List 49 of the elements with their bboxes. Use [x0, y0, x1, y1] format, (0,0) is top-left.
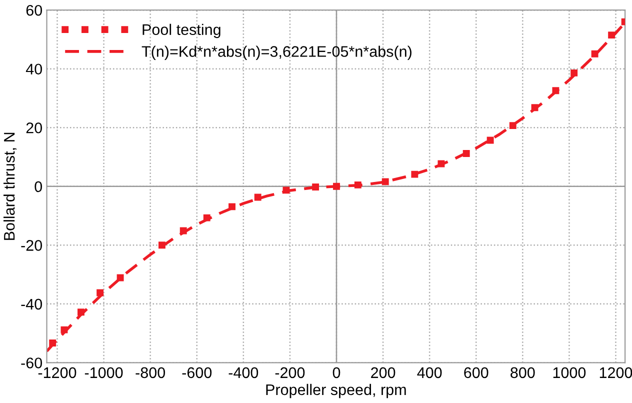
point — [333, 182, 340, 190]
y-tick-label: 40 — [26, 64, 42, 75]
point — [411, 170, 418, 178]
x-tick-label: 1200 — [600, 367, 632, 378]
point — [228, 203, 236, 210]
y-tick-label: -40 — [21, 298, 42, 310]
x-tick-label: -400 — [228, 367, 258, 378]
point — [531, 104, 538, 112]
point — [282, 186, 290, 194]
point — [158, 242, 166, 249]
x-tick-label: -200 — [275, 367, 305, 378]
y-tick-label: -60 — [21, 358, 42, 368]
point — [462, 150, 470, 157]
x-tick-label: 1000 — [553, 367, 586, 378]
point — [78, 308, 84, 316]
y-tick-label: -20 — [21, 240, 42, 251]
point — [180, 227, 187, 234]
point — [382, 178, 389, 186]
point — [203, 214, 210, 222]
x-tick-label: 400 — [417, 367, 442, 378]
point — [591, 50, 598, 58]
legend-label: Pool testing — [142, 24, 220, 38]
x-tick-label: -800 — [136, 367, 166, 378]
x-tick-label: 800 — [510, 367, 535, 378]
point — [49, 340, 56, 346]
point — [570, 69, 578, 76]
x-axis-title: Propeller speed, rpm — [266, 384, 406, 398]
point — [486, 136, 494, 144]
x-tick-label: -600 — [182, 367, 212, 378]
legend-label: T(n)=Kd*n*abs(n)=3,6221E-05*n*abs(n) — [142, 46, 412, 60]
y-tick-label: 60 — [26, 4, 42, 16]
point — [96, 289, 104, 296]
point — [509, 122, 516, 130]
x-tick-label: -1000 — [84, 367, 123, 378]
x-tick-label: 600 — [464, 367, 488, 378]
y-tick-label: 20 — [26, 122, 42, 134]
point — [354, 181, 362, 188]
x-tick-label: -1200 — [38, 367, 76, 378]
point — [552, 87, 560, 94]
x-tick-label: 200 — [371, 367, 396, 378]
point — [254, 194, 262, 201]
point — [60, 326, 68, 334]
point — [116, 274, 124, 282]
y-axis-title: Bollard thrust, N — [4, 132, 17, 240]
y-tick-label: 0 — [34, 181, 42, 192]
point — [438, 160, 445, 168]
x-tick-label: 0 — [332, 367, 340, 378]
point — [312, 184, 320, 190]
point — [608, 32, 616, 39]
